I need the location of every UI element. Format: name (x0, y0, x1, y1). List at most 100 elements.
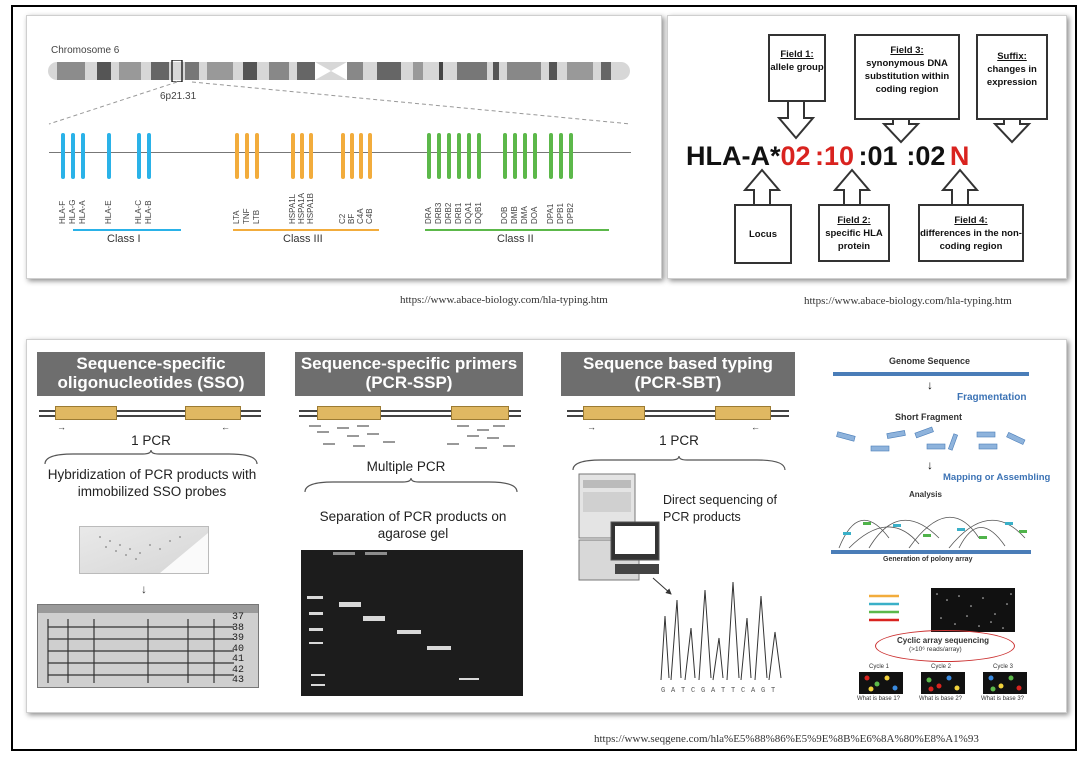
gene-label: DRB1 (454, 202, 463, 224)
gene-label: DPB1 (556, 203, 565, 224)
gene-marker (533, 133, 537, 179)
fragments (836, 426, 1026, 452)
gene-label: DPB2 (566, 203, 575, 224)
gene-marker (503, 133, 507, 179)
url-top-left: https://www.abace-biology.com/hla-typing… (400, 294, 608, 306)
ssp-title: Sequence-specific primers (PCR-SSP) (295, 352, 523, 396)
field2-title: Field 2: (837, 215, 871, 226)
cycle-3-label: Cycle 3 (993, 664, 1014, 670)
gene-marker (427, 133, 431, 179)
gene-label: C4A (356, 208, 365, 224)
class3-label: Class III (283, 233, 323, 245)
locus-text: Locus (749, 229, 777, 240)
field2-box: Field 2: specific HLA protein (818, 204, 890, 262)
gene-label: HLA-G (68, 199, 77, 224)
strip-number: 39 (232, 633, 245, 644)
url-bottom: https://www.seqgene.com/hla%E5%88%86%E5%… (594, 733, 979, 745)
field4-title: Field 4: (954, 215, 988, 226)
gene-label: HLA-B (144, 200, 153, 224)
sso-pcr: 1 PCR (131, 433, 171, 448)
strip-number: 40 (232, 643, 245, 655)
sbt-brace (572, 456, 786, 471)
svg-text:C: C (691, 687, 695, 695)
gene-marker (341, 133, 345, 179)
hla-chromosome-map-panel: Chromosome 6 6p21.31 HLA-F HLA-G HLA-A HLA-… (26, 15, 662, 279)
ngs-fragmentation-label: Fragmentation (957, 392, 1027, 403)
gene-label: HSPA1B (306, 193, 315, 224)
sso-exon-2 (185, 406, 241, 420)
field1-box: Field 1: allele group (768, 34, 826, 102)
question-1: What is base 1? (857, 696, 901, 702)
gene-marker (291, 133, 295, 179)
gene-label: DPA1 (546, 203, 555, 224)
svg-text:T: T (731, 687, 735, 695)
ssp-desc: Separation of PCR products on agarose ge… (319, 509, 507, 541)
callout-arrows (742, 100, 1032, 206)
allele-field1: 02 (780, 141, 811, 171)
gene-label: C2 (338, 213, 347, 224)
gene-label: C4B (365, 208, 374, 224)
gene-axis-line (49, 152, 631, 153)
gene-marker (467, 133, 471, 179)
svg-text:T: T (681, 687, 685, 695)
class3-underline (233, 229, 379, 231)
chromosome-label: Chromosome 6 (51, 45, 120, 56)
gene-marker (457, 133, 461, 179)
suffix-box: Suffix: changes in expression (976, 34, 1048, 120)
field3-box: Field 3: synonymous DNA substitution wit… (854, 34, 960, 120)
svg-text:T: T (771, 687, 775, 695)
gel-bands (307, 552, 479, 686)
allele-field3: :01 (858, 141, 898, 171)
gene-label: BF (347, 213, 356, 224)
gene-marker (359, 133, 363, 179)
gene-marker (447, 133, 451, 179)
field4-box: Field 4: differences in the non-coding r… (918, 204, 1024, 262)
field1-text: allele group (770, 62, 824, 73)
gene-label: DMA (520, 206, 529, 224)
gene-marker (513, 133, 517, 179)
class2-label: Class II (497, 233, 534, 245)
sso-membrane-image (79, 526, 209, 574)
gene-marker (368, 133, 372, 179)
sso-strip-image: 37 38 39 40 41 42 43 (37, 604, 259, 688)
field1-title: Field 1: (780, 49, 814, 60)
gene-marker (61, 133, 65, 179)
strip-number: 42 (232, 664, 245, 676)
gene-marker (437, 133, 441, 179)
svg-text:G: G (701, 687, 705, 695)
url-top-right: https://www.abace-biology.com/hla-typing… (804, 295, 1012, 307)
gene-label: LTA (232, 210, 241, 224)
allele-name: HLA-A*02 :10 :01 :02 N (686, 141, 969, 172)
sso-primer-r: ← (221, 422, 230, 432)
polony-array (831, 516, 1031, 554)
sbt-desc: Direct sequencing of PCR products (663, 493, 777, 524)
field3-text: synonymous DNA substitution within codin… (864, 58, 950, 95)
class1-underline (73, 229, 181, 231)
question-3: What is base 3? (981, 696, 1025, 702)
allele-field4: :02 (906, 141, 946, 171)
ngs-genome-label: Genome Sequence (889, 356, 971, 366)
strip-number: 43 (232, 675, 245, 686)
cycle-images (859, 672, 1027, 694)
sbt-primer-r: ← (751, 422, 760, 432)
ngs-down-arrow-2: ↓ (927, 458, 933, 472)
sequencer-machine-image (578, 473, 660, 581)
gene-marker (147, 133, 151, 179)
outer-frame (11, 5, 1077, 751)
strip-number: 41 (232, 654, 245, 665)
gene-label: DQA1 (464, 202, 473, 224)
band-label: 6p21.31 (160, 91, 197, 102)
ssp-gel-image (301, 550, 523, 696)
reads-image (869, 588, 1015, 632)
ngs-polony-label: Generation of polony array (883, 556, 973, 563)
field3-title: Field 3: (890, 45, 924, 56)
field2-text: specific HLA protein (825, 228, 883, 252)
ssp-brace (304, 478, 518, 493)
svg-text:G: G (761, 687, 765, 695)
class1-label: Class I (107, 233, 141, 245)
gene-marker (255, 133, 259, 179)
strip-number: 38 (232, 622, 245, 634)
gene-marker (559, 133, 563, 179)
gene-label: DRA (424, 207, 433, 224)
chromosome-6-ideogram (48, 60, 630, 82)
